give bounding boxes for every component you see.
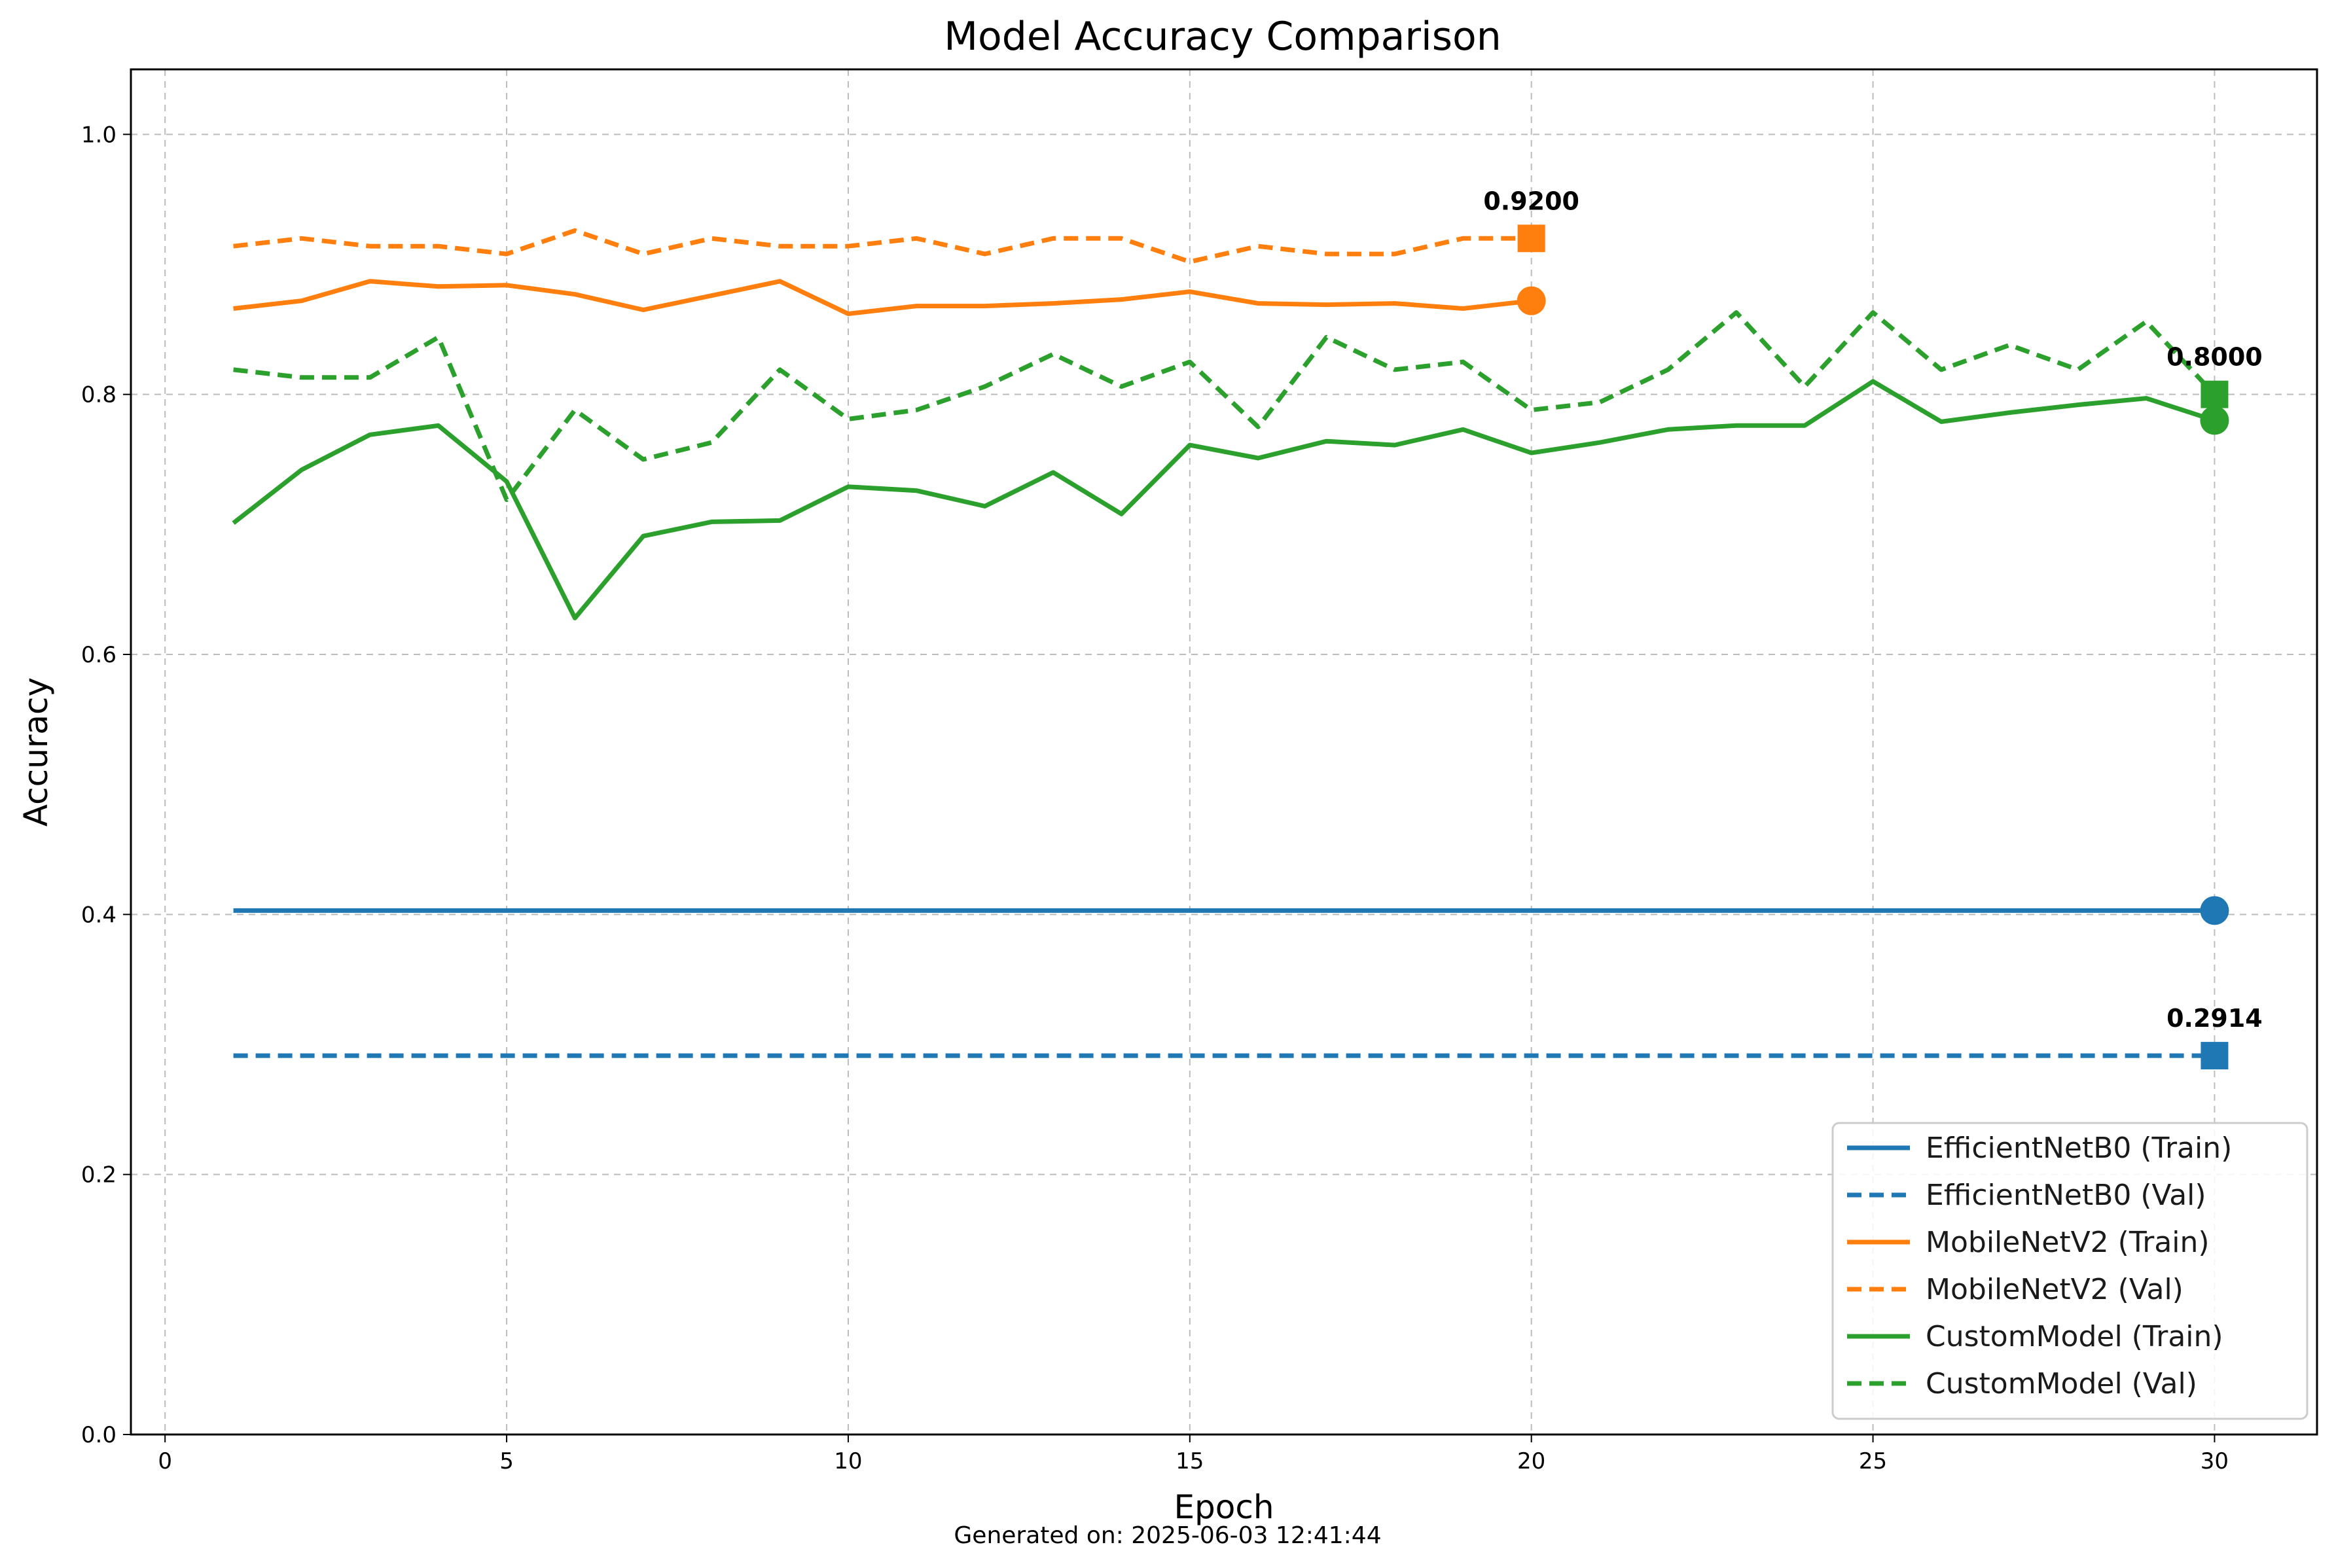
end-marker-custommodel-train bbox=[2200, 406, 2229, 435]
y-tick-label: 0.2 bbox=[81, 1162, 117, 1188]
x-tick-label: 20 bbox=[1517, 1448, 1545, 1474]
legend-box bbox=[1831, 1122, 2309, 1420]
y-tick-label: 1.0 bbox=[81, 122, 117, 148]
value-annotation: 0.2914 bbox=[2166, 1004, 2263, 1033]
series-line-custommodel-train bbox=[232, 379, 2216, 620]
series-line-mobilenetv2-train bbox=[233, 279, 1532, 316]
x-tick-label: 0 bbox=[158, 1448, 172, 1474]
y-tick-label: 0.8 bbox=[81, 382, 117, 408]
y-tick-label: 0.6 bbox=[81, 642, 117, 668]
chart-title: Model Accuracy Comparison bbox=[944, 14, 1501, 60]
legend-label-efficientnetb0-train: EfficientNetB0 (Train) bbox=[1926, 1131, 2232, 1165]
legend-label-efficientnetb0-val: EfficientNetB0 (Val) bbox=[1926, 1179, 2206, 1212]
series-lines bbox=[232, 228, 2216, 1058]
y-axis-label: Accuracy bbox=[17, 677, 55, 827]
series-line-custommodel-val bbox=[233, 310, 2216, 503]
x-tick-label: 15 bbox=[1176, 1448, 1204, 1474]
generated-timestamp: Generated on: 2025-06-03 12:41:44 bbox=[954, 1522, 1381, 1549]
x-tick-label: 10 bbox=[834, 1448, 862, 1474]
end-markers bbox=[1517, 224, 2229, 1070]
end-marker-efficientnetb0-train bbox=[2200, 896, 2229, 925]
x-tick-label: 5 bbox=[499, 1448, 514, 1474]
series-line-mobilenetv2-val bbox=[233, 228, 1532, 264]
x-axis-label: Epoch bbox=[1174, 1488, 1274, 1526]
legend-label-custommodel-train: CustomModel (Train) bbox=[1926, 1320, 2223, 1353]
annotations: 0.9200 0.8000 0.2914 bbox=[1483, 187, 2262, 1033]
legend: EfficientNetB0 (Train) EfficientNetB0 (Va… bbox=[1831, 1122, 2309, 1420]
value-annotation: 0.9200 bbox=[1483, 187, 1579, 215]
legend-label-custommodel-val: CustomModel (Val) bbox=[1926, 1367, 2197, 1400]
y-tick-label: 0.0 bbox=[81, 1422, 117, 1448]
legend-label-mobilenetv2-val: MobileNetV2 (Val) bbox=[1926, 1273, 2183, 1306]
end-marker-efficientnetb0-val bbox=[2201, 1042, 2229, 1070]
plot-frame bbox=[130, 68, 2318, 1436]
y-tick-label: 0.4 bbox=[81, 902, 117, 928]
value-annotation: 0.8000 bbox=[2166, 343, 2263, 372]
x-tick-label: 30 bbox=[2201, 1448, 2229, 1474]
x-tick-label: 25 bbox=[1859, 1448, 1887, 1474]
axis-ticks: 0 5 10 15 20 25 30 0.0 0.2 0.4 0.6 0.8 1.0 bbox=[81, 122, 2229, 1474]
end-marker-mobilenetv2-val bbox=[1517, 224, 1545, 253]
end-marker-custommodel-val bbox=[2201, 380, 2229, 408]
end-marker-mobilenetv2-train bbox=[1517, 286, 1546, 315]
legend-label-mobilenetv2-train: MobileNetV2 (Train) bbox=[1926, 1226, 2210, 1259]
